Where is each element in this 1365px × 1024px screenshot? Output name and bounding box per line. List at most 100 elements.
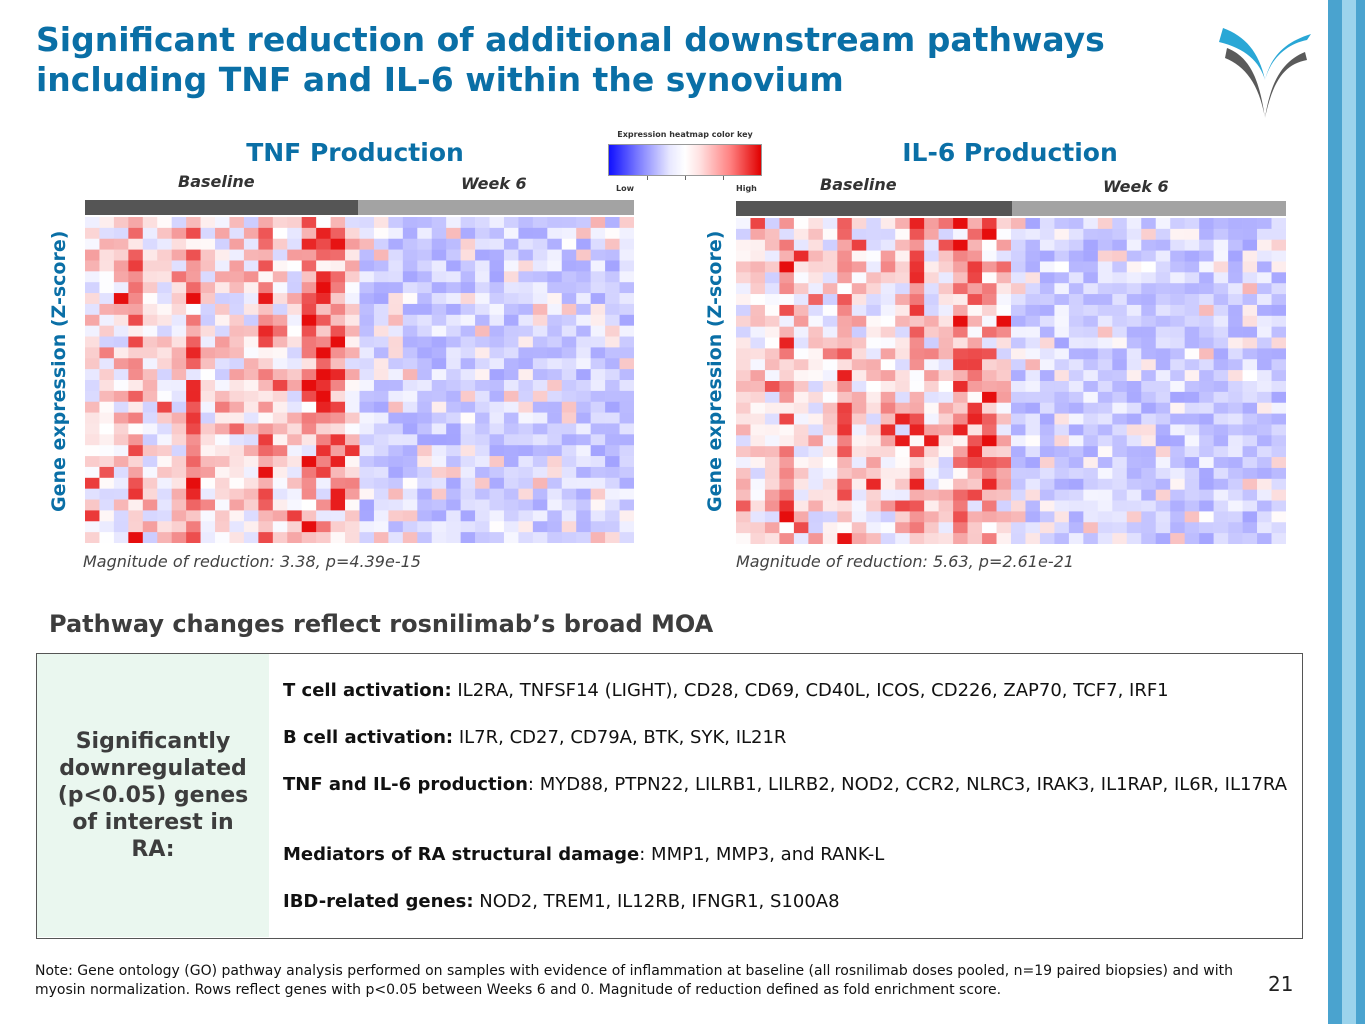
heatmap-cell [590, 466, 606, 479]
heatmap-cell [301, 423, 317, 435]
heatmap-cell [938, 478, 954, 490]
heatmap-cell [287, 358, 303, 370]
heatmap-cell [460, 456, 476, 468]
heatmap-cell [1054, 304, 1070, 317]
heatmap-cell [1213, 533, 1229, 544]
heatmap-cell [518, 217, 534, 229]
heatmap-cell [953, 326, 968, 338]
heatmap-cell [1170, 261, 1185, 273]
heatmap-cell [171, 412, 187, 424]
heatmap-cell [518, 488, 534, 500]
heatmap-cell [996, 522, 1012, 534]
heatmap-cell [561, 303, 577, 316]
heatmap-cell [1242, 533, 1258, 544]
heatmap-cell [431, 510, 447, 522]
heatmap-cell [272, 499, 288, 511]
heatmap-cell [1068, 348, 1084, 360]
heatmap-cell [388, 477, 404, 489]
gene-category-t-cell: T cell activation: IL2RA, TNFSF14 (LIGHT… [283, 680, 1169, 701]
heatmap-cell [1184, 391, 1200, 404]
heatmap-cell [417, 293, 433, 305]
heatmap-cell [431, 423, 447, 435]
heatmap-cell [750, 239, 766, 251]
heatmap-cell [128, 466, 144, 479]
heatmap-cell [895, 218, 910, 230]
heatmap-cell [996, 239, 1012, 251]
heatmap-cell [171, 401, 187, 413]
heatmap-cell [1257, 489, 1272, 501]
heatmap-cell [388, 293, 404, 305]
heatmap-cell [1083, 413, 1099, 425]
heatmap-cell [1141, 402, 1157, 414]
heatmap-cell [475, 260, 490, 272]
heatmap-cell [518, 456, 534, 468]
heatmap-cell [243, 314, 259, 326]
heatmap-cell [1184, 424, 1200, 436]
heatmap-cell [938, 218, 954, 230]
heatmap-cell [1054, 370, 1070, 382]
heatmap-cell [417, 336, 433, 348]
heatmap-cell [1184, 294, 1200, 306]
heatmap-cell [576, 336, 591, 348]
heatmap-cell [272, 521, 288, 533]
heatmap-cell [996, 359, 1012, 371]
heatmap-cell [532, 445, 548, 457]
heatmap-cell [1097, 402, 1113, 414]
heatmap-cell [938, 304, 954, 317]
heatmap-cell [417, 380, 433, 392]
heatmap-cell [1141, 228, 1157, 241]
heatmap-cell [171, 238, 187, 250]
heatmap-cell [736, 315, 751, 327]
heatmap-cell [822, 359, 838, 371]
heatmap-cell [475, 499, 490, 511]
heatmap-cell [142, 445, 158, 457]
heatmap-cell [431, 271, 447, 283]
heatmap-cell [359, 510, 375, 522]
heatmap-cell [345, 401, 360, 413]
heatmap-cell [909, 489, 925, 501]
tnf-baseline-groupbar [85, 200, 358, 215]
heatmap-cell [128, 369, 144, 381]
heatmap-cell [503, 325, 519, 337]
heatmap-cell [779, 381, 795, 393]
heatmap-cell [880, 391, 896, 404]
heatmap-cell [996, 381, 1012, 393]
heatmap-cell [1112, 413, 1128, 425]
heatmap-cell [909, 272, 925, 284]
heatmap-cell [503, 271, 519, 283]
heatmap-cell [1097, 500, 1113, 512]
heatmap-cell [793, 239, 809, 251]
heatmap-cell [895, 359, 910, 371]
heatmap-cell [171, 445, 187, 457]
heatmap-cell [373, 434, 389, 446]
color-key-low: Low [616, 184, 634, 193]
heatmap-cell [1011, 294, 1026, 306]
heatmap-cell [113, 271, 129, 283]
heatmap-cell [779, 359, 795, 371]
heatmap-cell [895, 239, 910, 251]
heatmap-cell [532, 401, 548, 413]
heatmap-cell [1054, 359, 1070, 371]
heatmap-cell [518, 521, 534, 533]
heatmap-cell [619, 282, 634, 294]
heatmap-cell [793, 381, 809, 393]
heatmap-cell [301, 510, 317, 522]
heatmap-cell [605, 390, 620, 403]
heatmap-cell [85, 227, 100, 240]
heatmap-cell [532, 521, 548, 533]
heatmap-cell [1141, 337, 1157, 349]
heatmap-cell [866, 381, 882, 393]
heatmap-cell [808, 391, 824, 404]
heatmap-cell [1199, 435, 1214, 447]
heatmap-cell [1228, 533, 1243, 544]
heatmap-cell [779, 500, 795, 512]
heatmap-cell [1039, 359, 1055, 371]
heatmap-cell [895, 381, 910, 393]
heatmap-cell [186, 423, 201, 435]
heatmap-cell [460, 521, 476, 533]
heatmap-cell [1025, 250, 1041, 262]
heatmap-cell [171, 282, 187, 294]
heatmap-cell [171, 325, 187, 337]
heatmap-cell [316, 293, 331, 305]
heatmap-cell [402, 347, 418, 359]
